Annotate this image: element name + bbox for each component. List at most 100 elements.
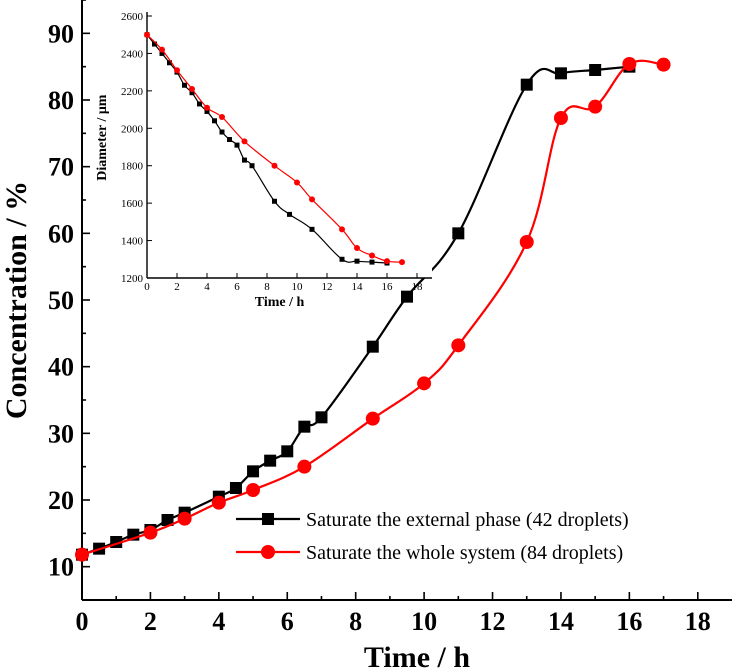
main-y-tick-label: 70 [48,153,74,182]
inset-y-tick-label: 1800 [121,161,144,173]
inset-series-2-point [354,245,360,252]
main-series-2-point [365,411,380,426]
inset-x-tick-label: 12 [322,281,333,293]
main-y-tick-label: 30 [48,419,74,448]
legend-marker-1 [262,513,274,525]
inset-y-tick-label: 1600 [121,198,144,210]
inset-series-2-point [399,259,405,266]
legend-label-1: Saturate the external phase (42 droplets… [306,509,629,531]
main-series-2-point [143,525,158,540]
inset-series-1-point [339,256,345,262]
main-x-tick-label: 14 [548,607,574,636]
inset-x-tick-label: 14 [352,281,364,293]
main-series-2-point [417,376,432,391]
main-series-2-point [177,511,192,526]
inset-x-tick-label: 4 [204,281,210,293]
legend-marker-2 [261,545,275,559]
inset-x-tick-label: 0 [144,281,150,293]
inset-series-1-point [234,142,240,148]
inset-x-tick-label: 16 [382,281,394,293]
inset-series-2-point [159,46,165,53]
inset-y-tick-label: 1200 [121,273,144,285]
main-series-1-point [452,227,465,240]
inset-x-axis-title: Time / h [255,295,305,310]
main-x-tick-label: 0 [76,607,89,636]
inset-series-2-point [241,138,248,145]
main-series-2-point [75,547,89,562]
inset-series-1-point [189,90,195,96]
main-x-tick-label: 16 [616,607,642,636]
inset-series-1-point [309,226,315,232]
inset-y-tick-label: 2600 [121,11,144,23]
main-series-2-point [622,57,637,71]
main-y-tick-label: 80 [48,86,74,115]
main-x-tick-label: 6 [281,607,294,636]
main-series-2-point [656,57,671,72]
main-series-1-point [264,454,277,467]
main-series-2-point [246,483,261,497]
main-series-2-point [553,111,568,125]
main-series-1-point [161,514,174,526]
main-y-tick-label: 40 [48,353,74,382]
inset-series-2-point [144,31,150,38]
inset-series-1-point [182,82,187,88]
main-series-1-point [520,78,533,91]
inset-x-tick-label: 10 [292,281,304,293]
inset-series-1-point [197,101,202,107]
inset-background [146,12,432,278]
inset-series-1-point [354,258,360,264]
main-series-2-point [588,99,603,114]
inset-series-2-point [384,258,390,265]
inset-series-2-point [174,67,180,74]
inset-series-2-point [204,104,210,111]
main-x-tick-label: 4 [212,607,225,636]
main-y-tick-label: 20 [48,486,74,515]
main-series-1-point [401,290,413,303]
inset-series-1-point [152,41,157,47]
main-x-tick-label: 18 [685,607,711,636]
main-series-1-point [281,445,294,458]
main-y-tick-label: 60 [48,219,74,248]
main-x-tick-label: 12 [480,607,506,636]
main-series-1-point [315,411,328,424]
main-series-2-line [81,59,664,556]
inset-x-tick-label: 8 [264,281,270,293]
inset-series-2-point [339,226,345,233]
legend-label-2: Saturate the whole system (84 droplets) [306,542,623,564]
inset-series-2-point [189,85,195,92]
inset-series-2-point [271,162,278,169]
main-series-2-point [297,459,312,474]
main-series-2-point [211,495,226,510]
inset-x-tick-label: 2 [174,281,180,293]
main-series-1-point [589,64,602,76]
main-y-tick-label: 10 [48,553,74,582]
inset-series-1-point [227,137,232,143]
main-x-tick-label: 8 [349,607,362,636]
inset-series-2-point [294,179,300,186]
inset-series-1-point [204,108,210,114]
legend: Saturate the external phase (42 droplets… [236,509,629,564]
inset-series-2-point [309,196,315,203]
inset-series-2-point [219,114,225,121]
inset-series-1-point [369,259,375,265]
inset-x-tick-label: 6 [234,281,240,293]
inset-chart: 0 2 4 6 8 10 12 14 16 18 1200 1400 1600 1800 2000 2200 2… [95,11,432,310]
inset-series-1-point [212,118,217,124]
main-x-tick-label: 10 [411,607,437,636]
inset-series-1-point [242,157,247,163]
inset-series-1-line [146,34,388,264]
main-series-2-point [519,235,534,249]
inset-series-1-point [249,163,255,169]
inset-y-tick-label: 2400 [121,48,144,60]
inset-series-1-point [167,60,172,66]
main-series-1-point [366,340,379,353]
inset-series-2-point [369,252,375,259]
main-series-1-point [298,420,311,433]
main-series-1-point [554,67,567,80]
main-y-tick-label: 90 [48,19,74,48]
main-series-2-point [451,338,466,353]
main-x-tick-label: 2 [144,607,157,636]
main-y-axis-title: Concentration / % [0,181,33,419]
